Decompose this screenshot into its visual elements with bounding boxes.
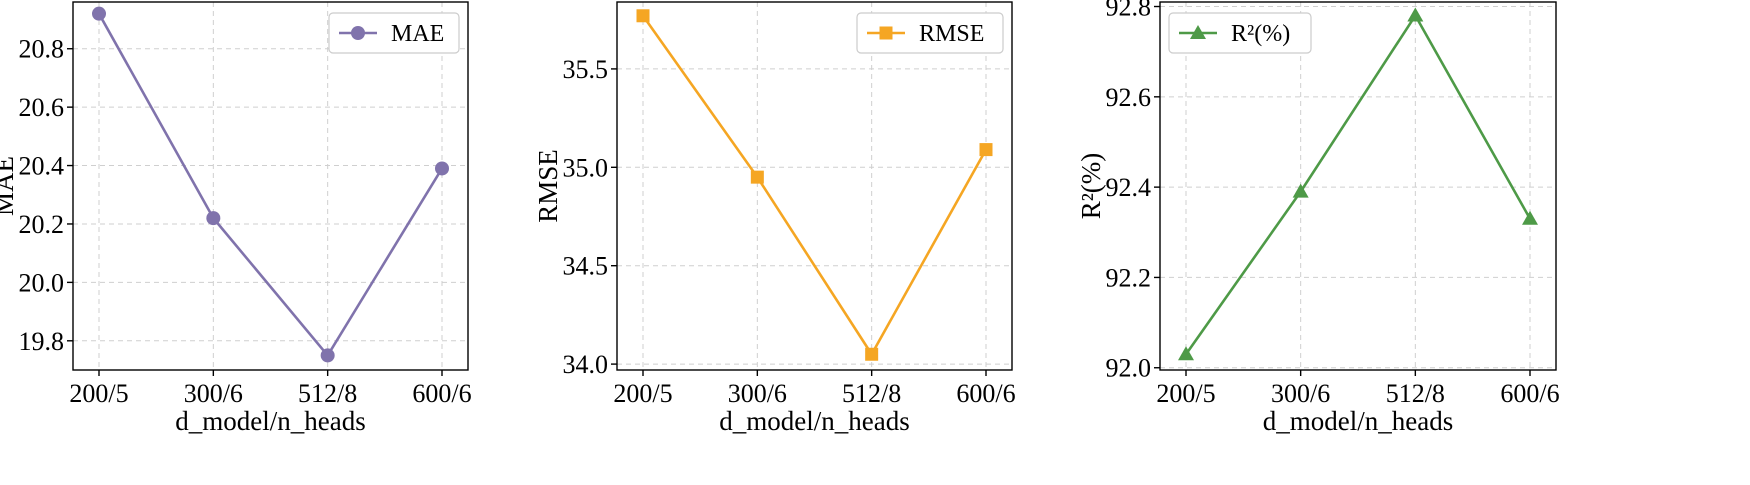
data-point-square <box>865 347 879 361</box>
y-tick-label: 92.4 <box>1106 173 1152 202</box>
legend-label: MAE <box>391 21 444 47</box>
plot-frame <box>616 1 1013 371</box>
series-line-circle <box>97 13 444 357</box>
y-tick-label: 20.4 <box>19 152 65 181</box>
y-axis-label: RMSE <box>533 149 563 223</box>
legend-box <box>328 12 460 54</box>
y-tick-label: 92.8 <box>1106 0 1152 22</box>
y-tick-label: 92.2 <box>1106 263 1152 292</box>
x-tick-label: 200/5 <box>69 379 128 408</box>
x-tick-label: 300/6 <box>1271 379 1330 408</box>
chart-panel-3: 92.0 92.2 92.4 92.6 92.8 200/5 300/6 512/8 600/6… <box>1076 0 1560 436</box>
x-tick-label: 200/5 <box>613 379 672 408</box>
series-line-triangle <box>1184 14 1532 355</box>
data-point-circle <box>320 348 335 363</box>
x-axis-label: d_model/n_heads <box>175 406 365 436</box>
plot-frame <box>72 1 469 371</box>
legend-box <box>856 12 1004 54</box>
x-axis-label: d_model/n_heads <box>719 406 909 436</box>
legend-label: R²(%) <box>1231 21 1290 47</box>
y-tick-label: 20.8 <box>19 35 65 64</box>
legend-marker-swatch <box>879 26 893 40</box>
data-point-square <box>636 9 650 23</box>
data-point-square <box>750 170 764 184</box>
data-point-triangle <box>1407 7 1424 22</box>
data-point-circle <box>435 161 449 176</box>
legend: R²(%) <box>1168 12 1312 54</box>
y-tick-label: 34.5 <box>563 252 609 281</box>
y-axis-label: MAE <box>0 156 19 216</box>
x-tick-label: 200/5 <box>1156 379 1215 408</box>
chart-panel-1: 19.8 20.0 20.2 20.4 20.6 20.8 200/5 300/6 512/8 6… <box>0 1 472 436</box>
legend-marker-swatch <box>1190 25 1206 39</box>
data-point-circle <box>206 211 221 226</box>
x-tick-label: 600/6 <box>1500 379 1559 408</box>
legend: MAE <box>328 12 460 54</box>
data-point-triangle <box>1178 346 1194 361</box>
x-tick-label: 600/6 <box>412 379 471 408</box>
y-tick-label: 92.0 <box>1106 354 1152 383</box>
x-axis-label: d_model/n_heads <box>1263 406 1453 436</box>
data-point-triangle <box>1292 183 1309 198</box>
chart-panel-2: 34.0 34.5 35.0 35.5 200/5 300/6 512/8 600/6 d_mo… <box>533 1 1016 436</box>
x-tick-label: 300/6 <box>184 379 243 408</box>
y-tick-label: 20.0 <box>19 268 65 297</box>
data-point-circle <box>92 6 106 21</box>
y-axis-label: R²(%) <box>1076 153 1106 220</box>
legend: RMSE <box>856 12 1004 54</box>
y-tick-label: 35.5 <box>563 55 609 84</box>
y-tick-label: 20.2 <box>19 210 65 239</box>
y-tick-label: 35.0 <box>563 153 609 182</box>
y-tick-label: 19.8 <box>19 327 65 356</box>
data-point-square <box>979 143 993 157</box>
x-tick-label: 512/8 <box>1386 379 1445 408</box>
legend-box <box>1168 12 1312 54</box>
y-tick-label: 34.0 <box>563 350 609 379</box>
y-tick-label: 92.6 <box>1106 83 1152 112</box>
y-tick-label: 20.6 <box>19 93 65 122</box>
series-line-square <box>641 15 988 356</box>
x-tick-label: 512/8 <box>842 379 901 408</box>
legend-marker-swatch <box>351 26 365 40</box>
x-tick-label: 600/6 <box>956 379 1015 408</box>
plot-frame <box>1159 1 1557 371</box>
data-point-triangle <box>1522 210 1538 225</box>
x-tick-label: 512/8 <box>298 379 357 408</box>
x-tick-label: 300/6 <box>728 379 787 408</box>
legend-label: RMSE <box>919 21 984 47</box>
